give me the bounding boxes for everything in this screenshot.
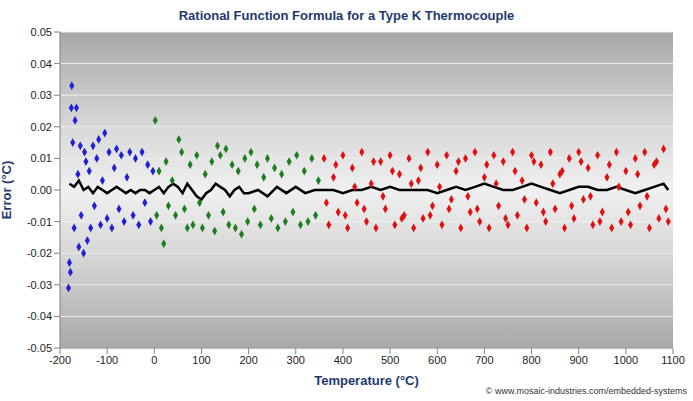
svg-text:500: 500 — [381, 354, 399, 366]
svg-text:0.00: 0.00 — [31, 184, 52, 196]
svg-text:300: 300 — [287, 354, 305, 366]
svg-text:600: 600 — [428, 354, 446, 366]
svg-text:0.03: 0.03 — [31, 89, 52, 101]
svg-text:0.05: 0.05 — [31, 26, 52, 38]
svg-text:-0.02: -0.02 — [27, 247, 52, 259]
svg-text:Error (°C): Error (°C) — [8, 161, 14, 220]
svg-text:1100: 1100 — [661, 354, 685, 366]
svg-text:Temperature (°C): Temperature (°C) — [314, 373, 419, 388]
svg-text:400: 400 — [334, 354, 352, 366]
svg-text:1000: 1000 — [614, 354, 638, 366]
svg-text:900: 900 — [570, 354, 588, 366]
svg-text:-0.04: -0.04 — [27, 310, 52, 322]
svg-text:800: 800 — [522, 354, 540, 366]
svg-text:200: 200 — [239, 354, 257, 366]
svg-text:0.01: 0.01 — [31, 152, 52, 164]
html-text:Rational Function Formula for: Rational Function Formula for a Type K T… — [178, 8, 515, 23]
svg-text:700: 700 — [475, 354, 493, 366]
svg-text:-200: -200 — [49, 354, 71, 366]
svg-text:100: 100 — [192, 354, 210, 366]
svg-text:-0.01: -0.01 — [27, 216, 52, 228]
svg-text:0.04: 0.04 — [31, 58, 52, 70]
svg-text:-0.03: -0.03 — [27, 279, 52, 291]
html-text:© www.mosaic-industries.com/em: © www.mosaic-industries.com/embedded-sys… — [485, 386, 687, 396]
svg-text:0.02: 0.02 — [31, 121, 52, 133]
svg-text:-100: -100 — [96, 354, 118, 366]
svg-text:-0.05: -0.05 — [27, 342, 52, 354]
svg-text:0: 0 — [151, 354, 157, 366]
